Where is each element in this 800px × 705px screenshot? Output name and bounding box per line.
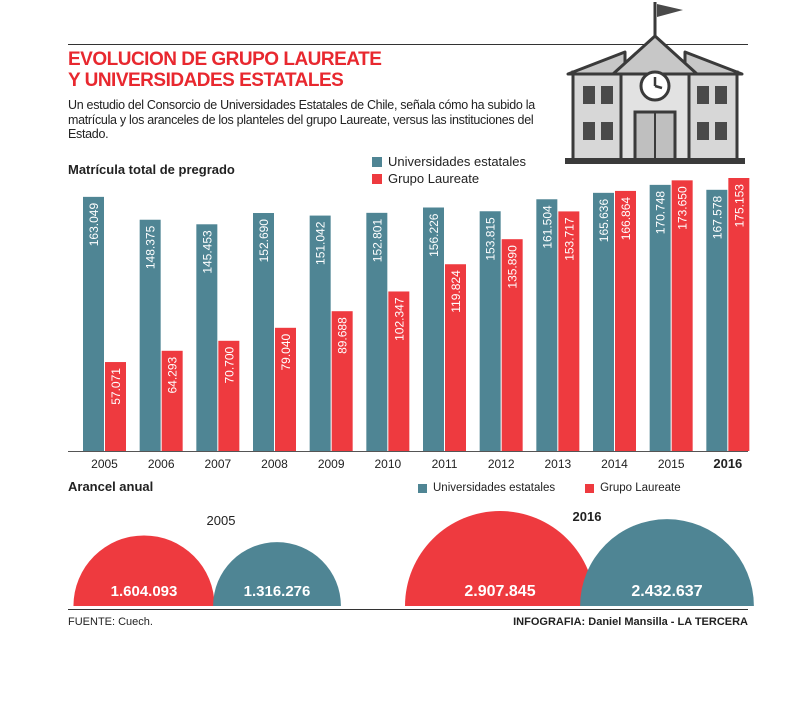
legend2-label-estatales: Universidades estatales <box>433 482 556 494</box>
bar-laureate-2006 <box>161 350 183 451</box>
bar-estatales-2011 <box>423 207 444 451</box>
bar-estatales-2016 <box>706 189 728 451</box>
bar-label-estatales-2010: 152.801 <box>370 219 384 263</box>
tuition-chart-title: Arancel anual <box>68 479 154 494</box>
bar-label-laureate-2005: 57.071 <box>109 368 123 405</box>
bar-label-estatales-2014: 165.636 <box>597 199 611 243</box>
semicircle-estatales-2016 <box>580 519 754 606</box>
tuition-value-laureate-2005: 1.604.093 <box>111 583 178 600</box>
bar-label-estatales-2015: 170.748 <box>654 191 668 235</box>
bar-label-laureate-2016: 175.153 <box>732 184 746 228</box>
bar-label-laureate-2007: 70.700 <box>222 346 236 383</box>
bar-estatales-2007 <box>196 224 218 451</box>
bar-estatales-2006 <box>139 219 161 451</box>
tuition-value-estatales-2016: 2.432.637 <box>631 583 702 600</box>
enrollment-chart-title: Matrícula total de pregrado <box>68 162 235 177</box>
bar-label-estatales-2012: 153.815 <box>484 217 498 261</box>
bar-label-laureate-2014: 166.864 <box>619 197 633 241</box>
infographic-title: EVOLUCION DE GRUPO LAUREATE Y UNIVERSIDA… <box>68 49 382 91</box>
legend2-swatch-laureate <box>585 483 595 493</box>
bar-estatales-2008 <box>253 213 274 451</box>
bar-label-estatales-2011: 156.226 <box>427 213 441 257</box>
bar-estatales-2013 <box>536 199 558 451</box>
bar-laureate-2007 <box>218 340 240 451</box>
bar-laureate-2015 <box>671 180 693 451</box>
top-rule <box>68 44 748 45</box>
semicircle-estatales-2005 <box>213 542 341 606</box>
semicircle-laureate-2016 <box>405 511 595 606</box>
bar-laureate-2011 <box>445 264 466 451</box>
bar-estatales-2012 <box>479 211 501 451</box>
bar-label-estatales-2006: 148.375 <box>144 225 158 269</box>
bar-laureate-2013 <box>558 211 580 451</box>
bar-label-laureate-2013: 153.717 <box>562 217 576 261</box>
bar-laureate-2010 <box>388 291 410 451</box>
bar-label-laureate-2010: 102.347 <box>392 297 406 341</box>
footer-rule <box>68 609 748 610</box>
semicircle-laureate-2005 <box>73 535 215 606</box>
bar-estatales-2005 <box>83 196 104 451</box>
bar-label-laureate-2008: 79.040 <box>279 333 293 370</box>
x-tick-label-2007: 2007 <box>204 457 231 471</box>
enrollment-bar-chart: 163.049 57.071 2005 148.375 64.293 2006 145.45… <box>68 178 750 471</box>
x-tick-label-2016: 2016 <box>713 456 742 471</box>
bar-label-laureate-2012: 135.890 <box>506 245 520 289</box>
bar-label-estatales-2008: 152.690 <box>257 219 271 263</box>
intro-text: Un estudio del Consorcio de Universidade… <box>68 98 535 141</box>
bar-estatales-2015 <box>649 184 671 452</box>
tuition-year-2005: 2005 <box>207 513 236 528</box>
bar-label-laureate-2006: 64.293 <box>166 356 180 393</box>
source-note: FUENTE: Cuech. <box>68 616 153 628</box>
tuition-value-estatales-2005: 1.316.276 <box>244 583 311 600</box>
bar-label-estatales-2013: 161.504 <box>540 205 554 249</box>
legend2-swatch-estatales <box>418 483 427 493</box>
bar-label-laureate-2009: 89.688 <box>336 317 350 354</box>
x-tick-label-2005: 2005 <box>91 457 118 471</box>
x-tick-label-2014: 2014 <box>601 457 628 471</box>
bar-laureate-2012 <box>501 239 523 451</box>
x-tick-label-2012: 2012 <box>488 457 515 471</box>
bar-label-estatales-2016: 167.578 <box>710 195 724 239</box>
title-line-2: Y UNIVERSIDADES ESTATALES <box>68 70 344 91</box>
legend-swatch-laureate <box>372 173 382 184</box>
x-tick-label-2010: 2010 <box>374 457 401 471</box>
legend-item-estatales: Universidades estatales <box>372 153 526 170</box>
legend-label-estatales: Universidades estatales <box>388 154 527 169</box>
bar-label-estatales-2007: 145.453 <box>200 230 214 274</box>
bar-estatales-2009 <box>309 215 331 451</box>
bar-laureate-2014 <box>615 190 636 451</box>
x-tick-label-2009: 2009 <box>318 457 345 471</box>
school-building-icon <box>565 2 745 164</box>
bar-laureate-2016 <box>728 178 750 451</box>
tuition-year-2016: 2016 <box>573 509 602 524</box>
bar-laureate-2005 <box>105 362 126 451</box>
bar-label-estatales-2009: 151.042 <box>314 221 328 265</box>
tuition-legend: Universidades estatales Grupo Laureate <box>418 482 681 494</box>
legend2-label-laureate: Grupo Laureate <box>600 482 681 494</box>
x-tick-label-2013: 2013 <box>544 457 571 471</box>
bar-estatales-2014 <box>593 192 614 451</box>
x-tick-label-2006: 2006 <box>148 457 175 471</box>
bar-estatales-2010 <box>366 212 388 451</box>
tuition-value-laureate-2016: 2.907.845 <box>464 583 535 600</box>
credit-note: INFOGRAFIA: Daniel Mansilla - LA TERCERA <box>513 616 748 628</box>
title-line-1: EVOLUCION DE GRUPO LAUREATE <box>68 49 382 70</box>
bar-label-laureate-2011: 119.824 <box>449 270 463 313</box>
bar-label-laureate-2015: 173.650 <box>676 186 690 230</box>
bar-laureate-2009 <box>331 311 353 451</box>
bar-label-estatales-2005: 163.049 <box>87 203 101 247</box>
x-tick-label-2011: 2011 <box>432 457 458 471</box>
building-drawing <box>565 2 745 164</box>
x-tick-label-2008: 2008 <box>261 457 288 471</box>
bar-laureate-2008 <box>275 327 296 451</box>
enrollment-legend: Universidades estatales Grupo Laureate <box>372 153 526 187</box>
legend-swatch-estatales <box>372 156 382 167</box>
legend-item-laureate: Grupo Laureate <box>372 170 526 187</box>
x-tick-label-2015: 2015 <box>658 457 685 471</box>
legend-label-laureate: Grupo Laureate <box>388 171 480 186</box>
